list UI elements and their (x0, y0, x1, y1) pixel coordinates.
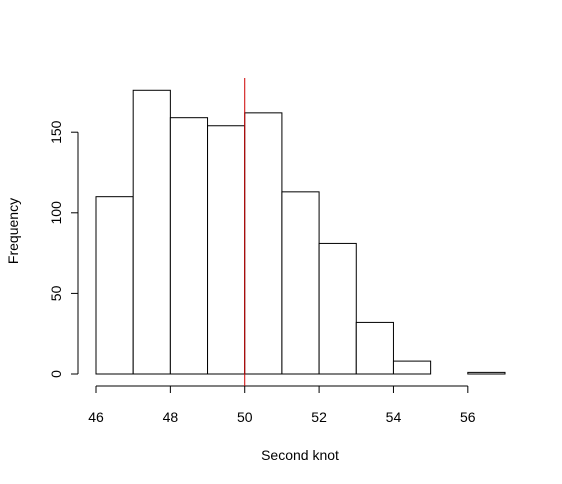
histogram-bar (244, 112, 283, 375)
x-tick-label: 46 (88, 409, 104, 425)
y-tick-label: 100 (48, 201, 64, 225)
histogram-bar (392, 360, 432, 375)
histogram-bar (467, 371, 506, 375)
histogram-bar (169, 117, 209, 375)
histogram-bar (318, 242, 357, 375)
histogram-bar (207, 125, 246, 375)
histogram-bars (95, 89, 506, 375)
histogram-bar (355, 321, 394, 375)
y-tick-label: 50 (48, 285, 64, 301)
y-tick-label: 0 (48, 370, 64, 378)
histogram-bar (95, 196, 134, 375)
x-axis: 46 48 50 52 54 56 (88, 385, 476, 425)
x-tick-label: 54 (386, 409, 402, 425)
y-axis: 0 50 100 150 (48, 120, 79, 378)
histogram-bar (132, 89, 171, 375)
x-tick-label: 52 (311, 409, 327, 425)
x-axis-label: Second knot (261, 447, 339, 463)
x-tick-label: 50 (237, 409, 253, 425)
y-axis-label: Frequency (5, 198, 21, 264)
x-tick-label: 48 (163, 409, 179, 425)
y-tick-label: 150 (48, 120, 64, 144)
x-tick-label: 56 (460, 409, 476, 425)
histogram-bar (281, 191, 320, 375)
